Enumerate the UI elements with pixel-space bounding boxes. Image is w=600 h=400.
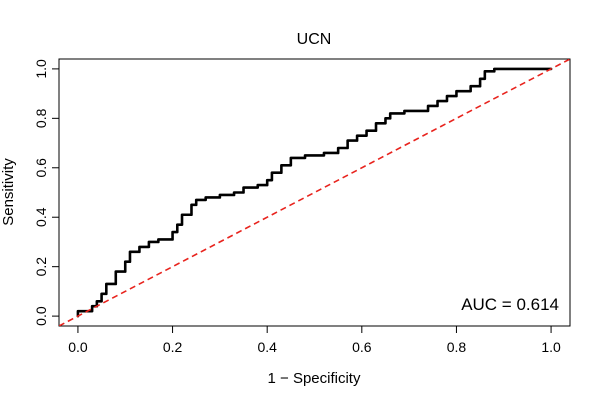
reference-diagonal-line xyxy=(59,59,570,326)
x-tick-label: 0.2 xyxy=(163,339,183,355)
y-tick-label: 0.8 xyxy=(33,108,49,128)
x-tick-label: 0.8 xyxy=(447,339,467,355)
x-tick-label: 1.0 xyxy=(541,339,561,355)
y-axis: 0.0 0.2 0.4 0.6 0.8 1.0 xyxy=(33,59,60,326)
x-tick-label: 0.4 xyxy=(257,339,277,355)
x-axis: 0.0 0.2 0.4 0.6 0.8 1.0 xyxy=(68,325,561,355)
chart-title: UCN xyxy=(297,31,332,48)
y-tick-label: 0.2 xyxy=(33,257,49,277)
y-tick-label: 1.0 xyxy=(33,59,49,79)
x-tick-label: 0.0 xyxy=(68,339,88,355)
y-tick-label: 0.6 xyxy=(33,158,49,178)
series-layer xyxy=(59,59,570,326)
x-tick-label: 0.6 xyxy=(352,339,372,355)
y-tick-label: 0.4 xyxy=(33,207,49,227)
roc-curve-line xyxy=(76,67,553,318)
y-tick-label: 0.0 xyxy=(33,306,49,326)
y-axis-title: Sensitivity xyxy=(0,158,17,226)
x-axis-title: 1 − Specificity xyxy=(268,370,361,387)
auc-annotation: AUC = 0.614 xyxy=(461,295,559,314)
